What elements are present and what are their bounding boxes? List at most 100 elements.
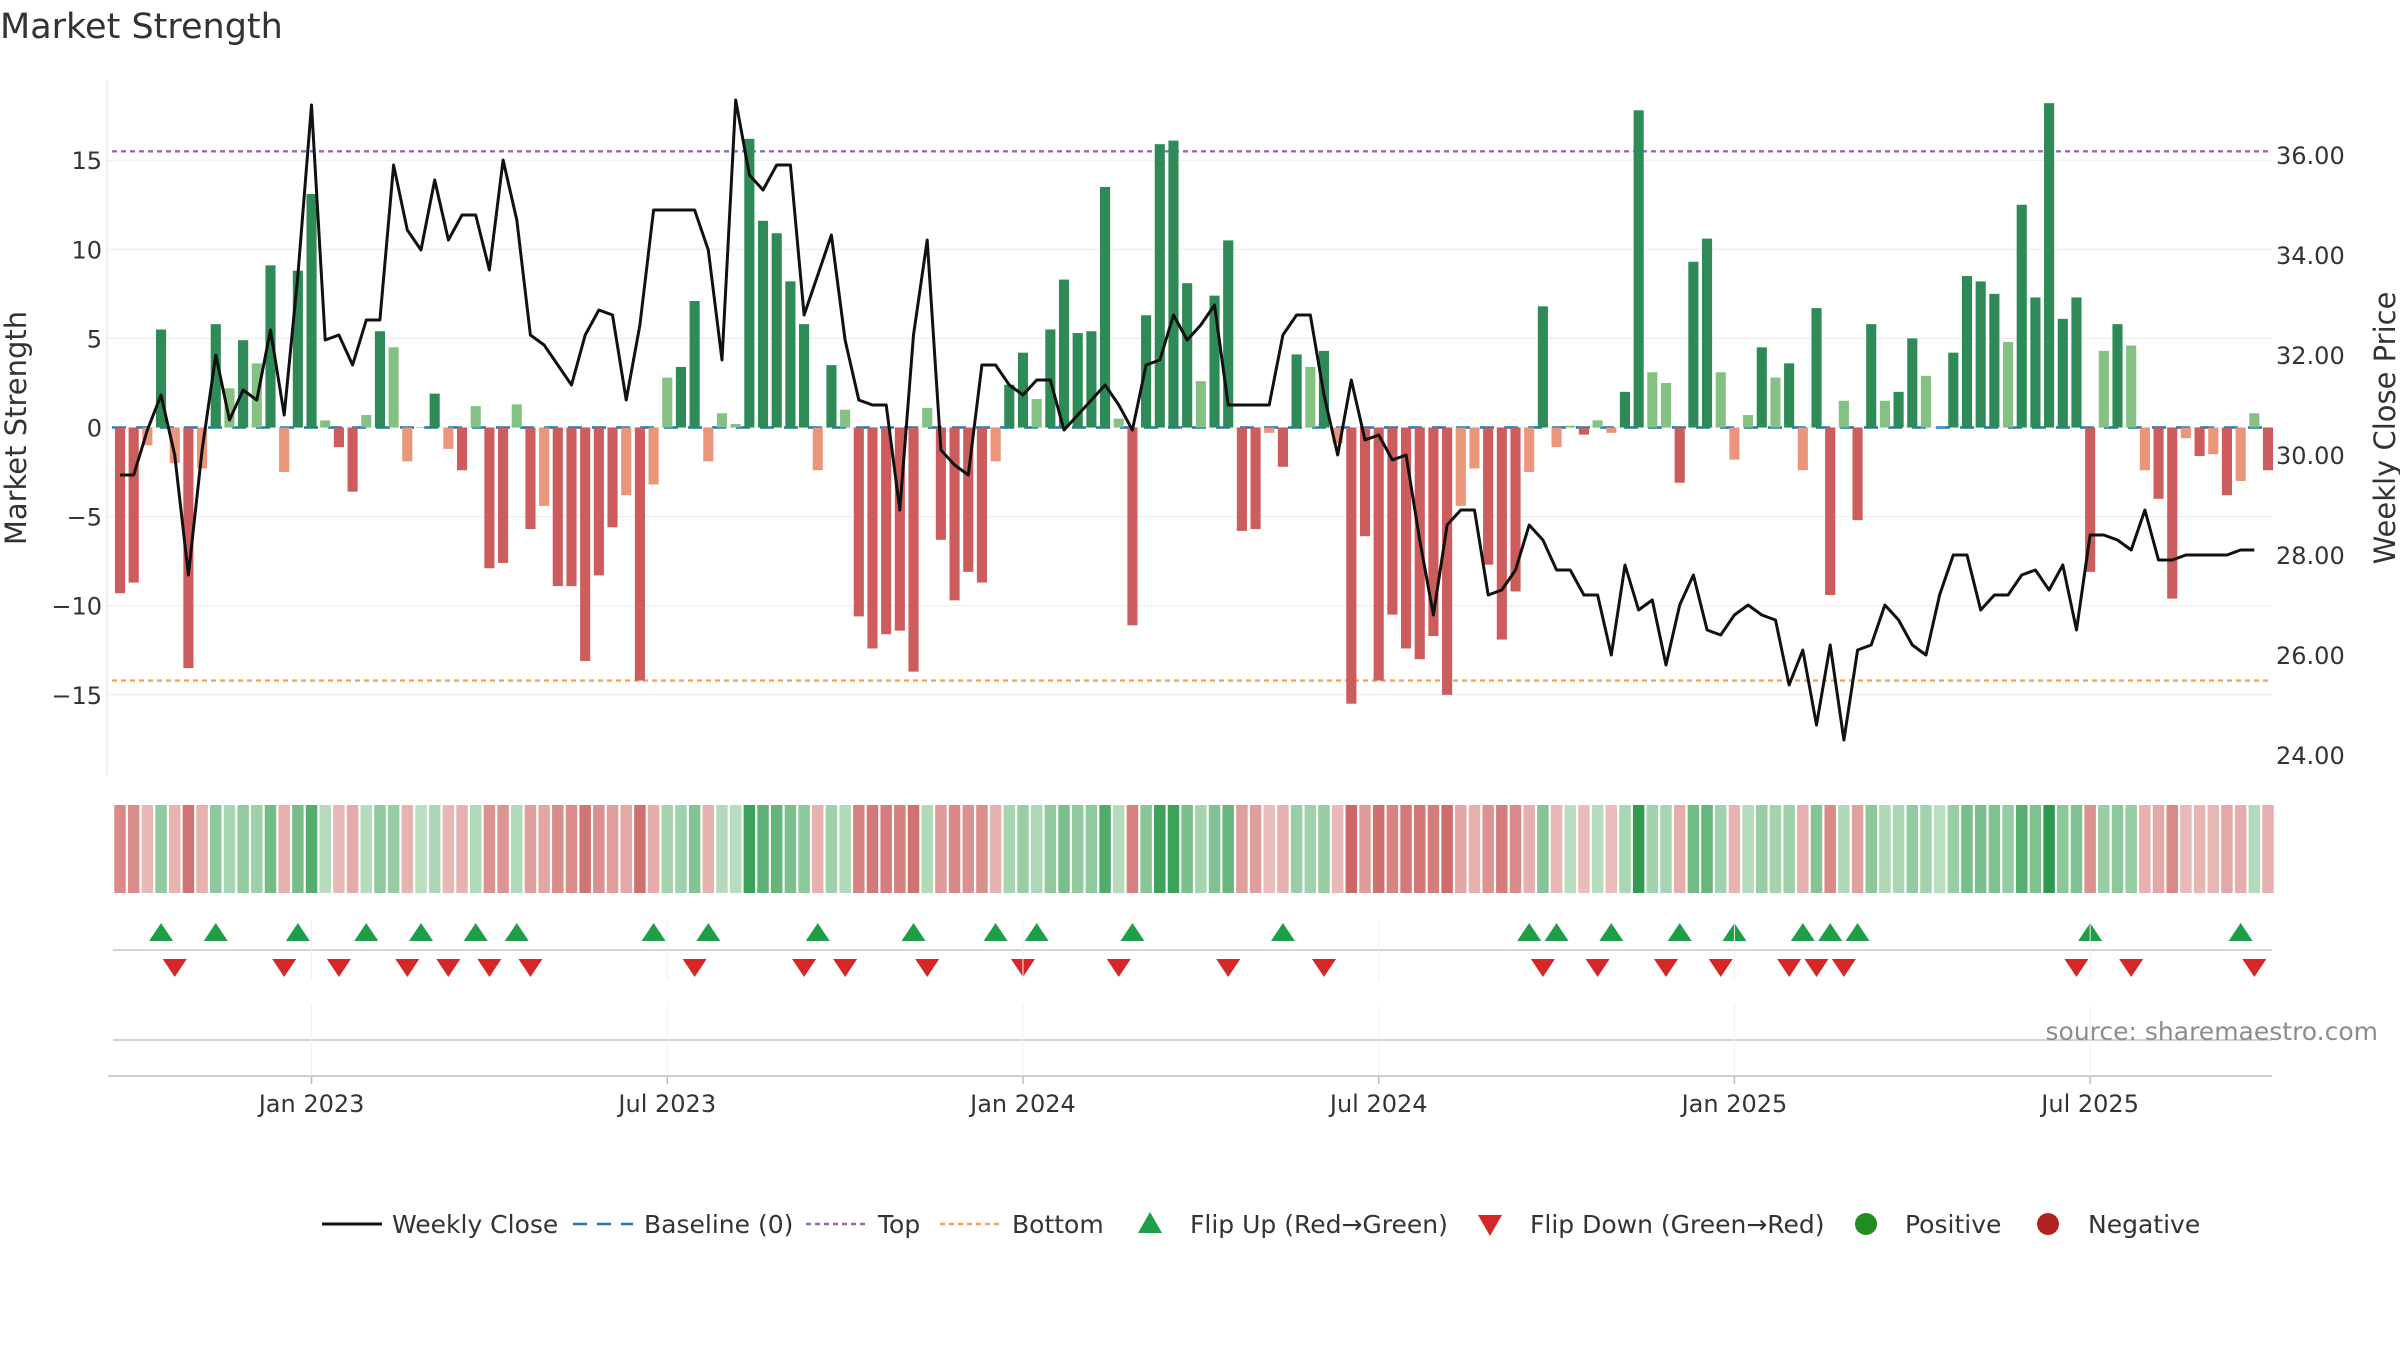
strength-bar bbox=[1743, 415, 1754, 428]
heat-cell bbox=[1496, 805, 1508, 893]
heat-cell bbox=[770, 805, 783, 893]
flip-up-marker bbox=[1120, 923, 1145, 941]
heat-cell bbox=[565, 805, 578, 893]
legend-label: Flip Down (Green→Red) bbox=[1530, 1210, 1825, 1239]
x-tick-label: Jan 2025 bbox=[1680, 1090, 1788, 1118]
flip-up-marker bbox=[203, 923, 228, 941]
strength-bar bbox=[785, 281, 796, 428]
x-tick-label: Jan 2023 bbox=[257, 1090, 365, 1118]
legend-negative-icon bbox=[2037, 1213, 2059, 1235]
strength-bar bbox=[2262, 427, 2274, 471]
flip-down-marker bbox=[792, 959, 817, 977]
heat-cell bbox=[1085, 805, 1098, 893]
heat-cell bbox=[784, 805, 797, 893]
strength-bar bbox=[443, 427, 454, 449]
heat-cell bbox=[2125, 805, 2137, 893]
strength-bar bbox=[224, 388, 235, 428]
strength-bar bbox=[976, 427, 987, 583]
heat-cell bbox=[962, 805, 975, 893]
strength-bar bbox=[1086, 331, 1097, 428]
strength-bar bbox=[388, 347, 399, 428]
flip-down-marker bbox=[1831, 959, 1856, 977]
strength-bar bbox=[1852, 427, 1863, 521]
y-left-tick-label: 0 bbox=[87, 415, 102, 443]
strength-bar bbox=[1811, 308, 1822, 428]
strength-bar bbox=[1920, 375, 1932, 428]
heat-cell bbox=[1400, 805, 1412, 893]
x-tick-label: Jul 2023 bbox=[616, 1090, 716, 1118]
strength-bar bbox=[2126, 345, 2137, 428]
flip-up-marker bbox=[1667, 923, 1692, 941]
heat-cell bbox=[1003, 805, 1016, 893]
heat-cell bbox=[1619, 805, 1631, 893]
strength-bar bbox=[265, 265, 276, 428]
strength-bar bbox=[347, 427, 358, 492]
strength-bar bbox=[306, 194, 317, 428]
heat-cell bbox=[2166, 805, 2178, 893]
weekly-close-path bbox=[120, 98, 2255, 742]
strength-bar bbox=[2016, 204, 2027, 428]
y-left-tick-label: 10 bbox=[71, 236, 102, 264]
strength-bar bbox=[1045, 329, 1056, 428]
legend-label: Negative bbox=[2088, 1210, 2200, 1239]
strength-bar bbox=[1756, 347, 1767, 428]
flip-down-marker bbox=[833, 959, 858, 977]
strength-bar bbox=[2030, 297, 2041, 428]
heat-cell bbox=[894, 805, 906, 893]
strength-bar bbox=[1578, 427, 1589, 435]
heat-cell bbox=[1632, 805, 1645, 893]
y-left-tick-label: 5 bbox=[87, 325, 102, 353]
strength-bar bbox=[1127, 427, 1138, 626]
strength-bar bbox=[1688, 261, 1699, 428]
heat-cell bbox=[1920, 805, 1932, 893]
flip-down-marker bbox=[2242, 959, 2267, 977]
y-right-tick-label: 24.00 bbox=[2276, 742, 2345, 770]
heat-cell bbox=[1482, 805, 1494, 893]
heat-cell bbox=[1851, 805, 1864, 893]
strength-bar bbox=[1195, 381, 1206, 428]
strength-bar bbox=[2221, 427, 2233, 496]
heat-cell bbox=[2043, 805, 2055, 893]
strength-bar bbox=[621, 427, 632, 496]
strength-bar bbox=[1291, 354, 1302, 428]
heat-cell bbox=[223, 805, 236, 893]
heat-cell bbox=[469, 805, 482, 893]
heat-cell bbox=[2111, 805, 2124, 893]
weekly-close-line bbox=[120, 98, 2255, 742]
y-axis-left: 15 10 5 0 −5 −10 −15 bbox=[51, 80, 108, 775]
heat-cell bbox=[579, 805, 591, 893]
heat-cell bbox=[2139, 805, 2151, 893]
heat-cell bbox=[1058, 805, 1070, 893]
heat-cell bbox=[1455, 805, 1467, 893]
y-left-tick-label: −10 bbox=[51, 593, 102, 621]
y-left-tick-label: 15 bbox=[71, 147, 102, 175]
heat-cell bbox=[292, 805, 304, 893]
strength-bar bbox=[2153, 427, 2164, 499]
strength-bar bbox=[2194, 427, 2205, 457]
flip-down-marker bbox=[1777, 959, 1802, 977]
heat-cell bbox=[237, 805, 249, 893]
strength-bar bbox=[525, 427, 536, 530]
heat-cell bbox=[1071, 805, 1084, 893]
strength-bar bbox=[1524, 427, 1535, 473]
heat-cell bbox=[1126, 805, 1139, 893]
heat-cell bbox=[976, 805, 988, 893]
strength-bar bbox=[1113, 418, 1124, 428]
strength-bar bbox=[662, 377, 673, 428]
flip-up-marker bbox=[1599, 923, 1624, 941]
heat-cell bbox=[1865, 805, 1877, 893]
heat-cell bbox=[1044, 805, 1057, 893]
flip-down-marker bbox=[1106, 959, 1131, 977]
flip-markers bbox=[113, 923, 2272, 977]
heat-cell bbox=[456, 805, 468, 893]
strength-bar bbox=[1168, 140, 1179, 428]
strength-bar bbox=[210, 324, 221, 428]
heat-cell bbox=[1564, 805, 1576, 893]
flip-up-marker bbox=[504, 923, 529, 941]
heat-cell bbox=[196, 805, 208, 893]
strength-bar bbox=[1797, 427, 1808, 471]
heat-cell bbox=[1290, 805, 1303, 893]
heat-cell bbox=[907, 805, 920, 893]
heat-cell bbox=[743, 805, 756, 893]
strength-bar bbox=[1442, 427, 1453, 695]
